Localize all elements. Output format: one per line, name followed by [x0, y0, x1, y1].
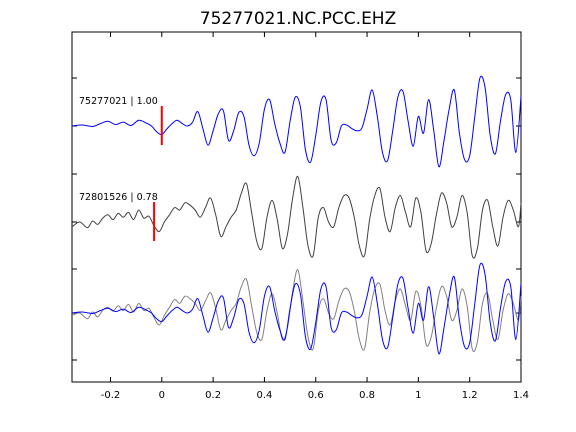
axis-ticks — [72, 32, 522, 382]
x-tick-labels: -0.2 0 0.2 0.4 0.6 0.8 1 1.2 1.4 — [101, 390, 529, 401]
seismogram-traces — [71, 75, 522, 355]
x-tick-label: 0.4 — [256, 390, 272, 401]
x-tick-label: 0.8 — [359, 390, 375, 401]
phase-picks — [153, 106, 163, 241]
trace-label-master: 75277021 | 1.00 — [79, 96, 158, 107]
trace-correlated — [71, 175, 522, 259]
chart-title: 75277021.NC.PCC.EHZ — [200, 9, 397, 29]
x-tick-label: 1 — [415, 390, 421, 401]
x-tick-label: 0.6 — [308, 390, 324, 401]
trace-overlay-75277021 — [71, 262, 522, 355]
trace-master — [71, 75, 522, 168]
plot-frame — [71, 31, 522, 383]
x-tick-label: 1.2 — [462, 390, 478, 401]
x-tick-label: 0.2 — [205, 390, 221, 401]
x-tick-label: 1.4 — [513, 390, 529, 401]
trace-label-correlated: 72801526 | 0.78 — [79, 192, 158, 203]
trace-labels: 75277021 | 1.00 72801526 | 0.78 — [79, 96, 158, 203]
x-tick-label: -0.2 — [101, 390, 121, 401]
x-tick-label: 0 — [159, 390, 165, 401]
